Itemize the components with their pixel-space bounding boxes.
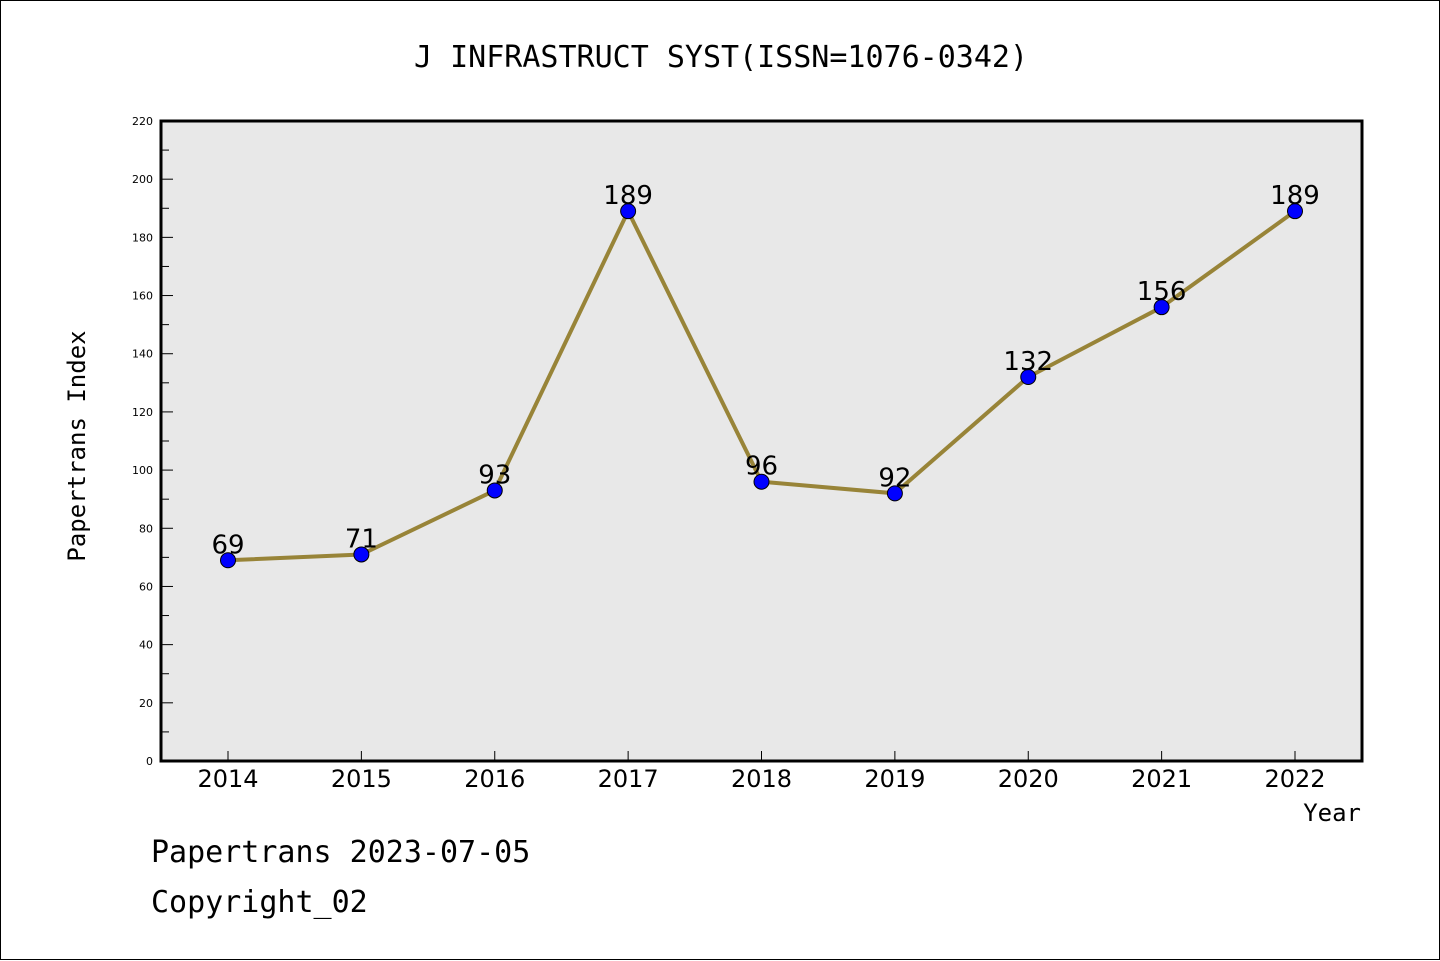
data-label: 96 bbox=[745, 452, 778, 482]
copyright-text: Copyright_02 bbox=[151, 885, 368, 920]
y-axis-title: Papertrans Index bbox=[63, 330, 91, 561]
data-point bbox=[486, 482, 503, 499]
x-tick-label: 2021 bbox=[1131, 765, 1192, 793]
y-tick-label: 120 bbox=[132, 406, 153, 419]
source-date-text: Papertrans 2023-07-05 bbox=[151, 835, 531, 870]
data-label: 189 bbox=[603, 181, 653, 211]
chart-title: J INFRASTRUCT SYST(ISSN=1076-0342) bbox=[414, 40, 1028, 75]
x-tick-label: 2018 bbox=[731, 765, 792, 793]
x-tick-label: 2019 bbox=[864, 765, 925, 793]
data-point bbox=[753, 473, 770, 490]
data-label: 93 bbox=[478, 460, 511, 490]
x-tick-label: 2016 bbox=[464, 765, 525, 793]
y-tick-label: 20 bbox=[139, 697, 153, 710]
data-point bbox=[620, 203, 637, 220]
y-tick-label: 220 bbox=[132, 115, 153, 128]
x-tick-label: 2020 bbox=[998, 765, 1059, 793]
y-tick-label: 200 bbox=[132, 173, 153, 186]
data-point bbox=[1287, 203, 1303, 220]
data-point bbox=[886, 485, 903, 502]
data-label: 156 bbox=[1137, 277, 1187, 307]
data-labels: 69 71 93 189 96 92 132 156 189 bbox=[211, 181, 1319, 560]
y-tick-label: 140 bbox=[132, 348, 153, 361]
plot-area bbox=[161, 121, 1362, 761]
x-tick-label: 2015 bbox=[331, 765, 392, 793]
data-label: 71 bbox=[345, 524, 378, 554]
y-tick-label: 60 bbox=[139, 580, 153, 593]
y-tick-label: 100 bbox=[132, 464, 153, 477]
x-tick-label: 2017 bbox=[598, 765, 659, 793]
y-tick-label: 80 bbox=[139, 522, 153, 535]
x-axis: 2014 2015 2016 2017 2018 2019 2020 2021 2022 bbox=[197, 751, 1326, 793]
x-axis-title: Year bbox=[1303, 799, 1361, 827]
y-tick-label: 40 bbox=[139, 639, 153, 652]
data-label: 132 bbox=[1003, 347, 1053, 377]
data-point bbox=[353, 546, 370, 563]
y-tick-label: 160 bbox=[132, 290, 153, 303]
data-label: 92 bbox=[878, 463, 911, 493]
series bbox=[220, 203, 1303, 569]
data-point bbox=[1020, 369, 1037, 385]
x-tick-label: 2022 bbox=[1264, 765, 1325, 793]
data-label: 189 bbox=[1270, 181, 1320, 211]
x-tick-label: 2014 bbox=[197, 765, 258, 793]
data-label: 69 bbox=[211, 530, 244, 560]
y-tick-label: 180 bbox=[132, 231, 153, 244]
data-point bbox=[220, 552, 236, 569]
data-point bbox=[1153, 299, 1170, 316]
plot-frame bbox=[159, 119, 1364, 763]
y-tick-label: 0 bbox=[146, 755, 153, 768]
